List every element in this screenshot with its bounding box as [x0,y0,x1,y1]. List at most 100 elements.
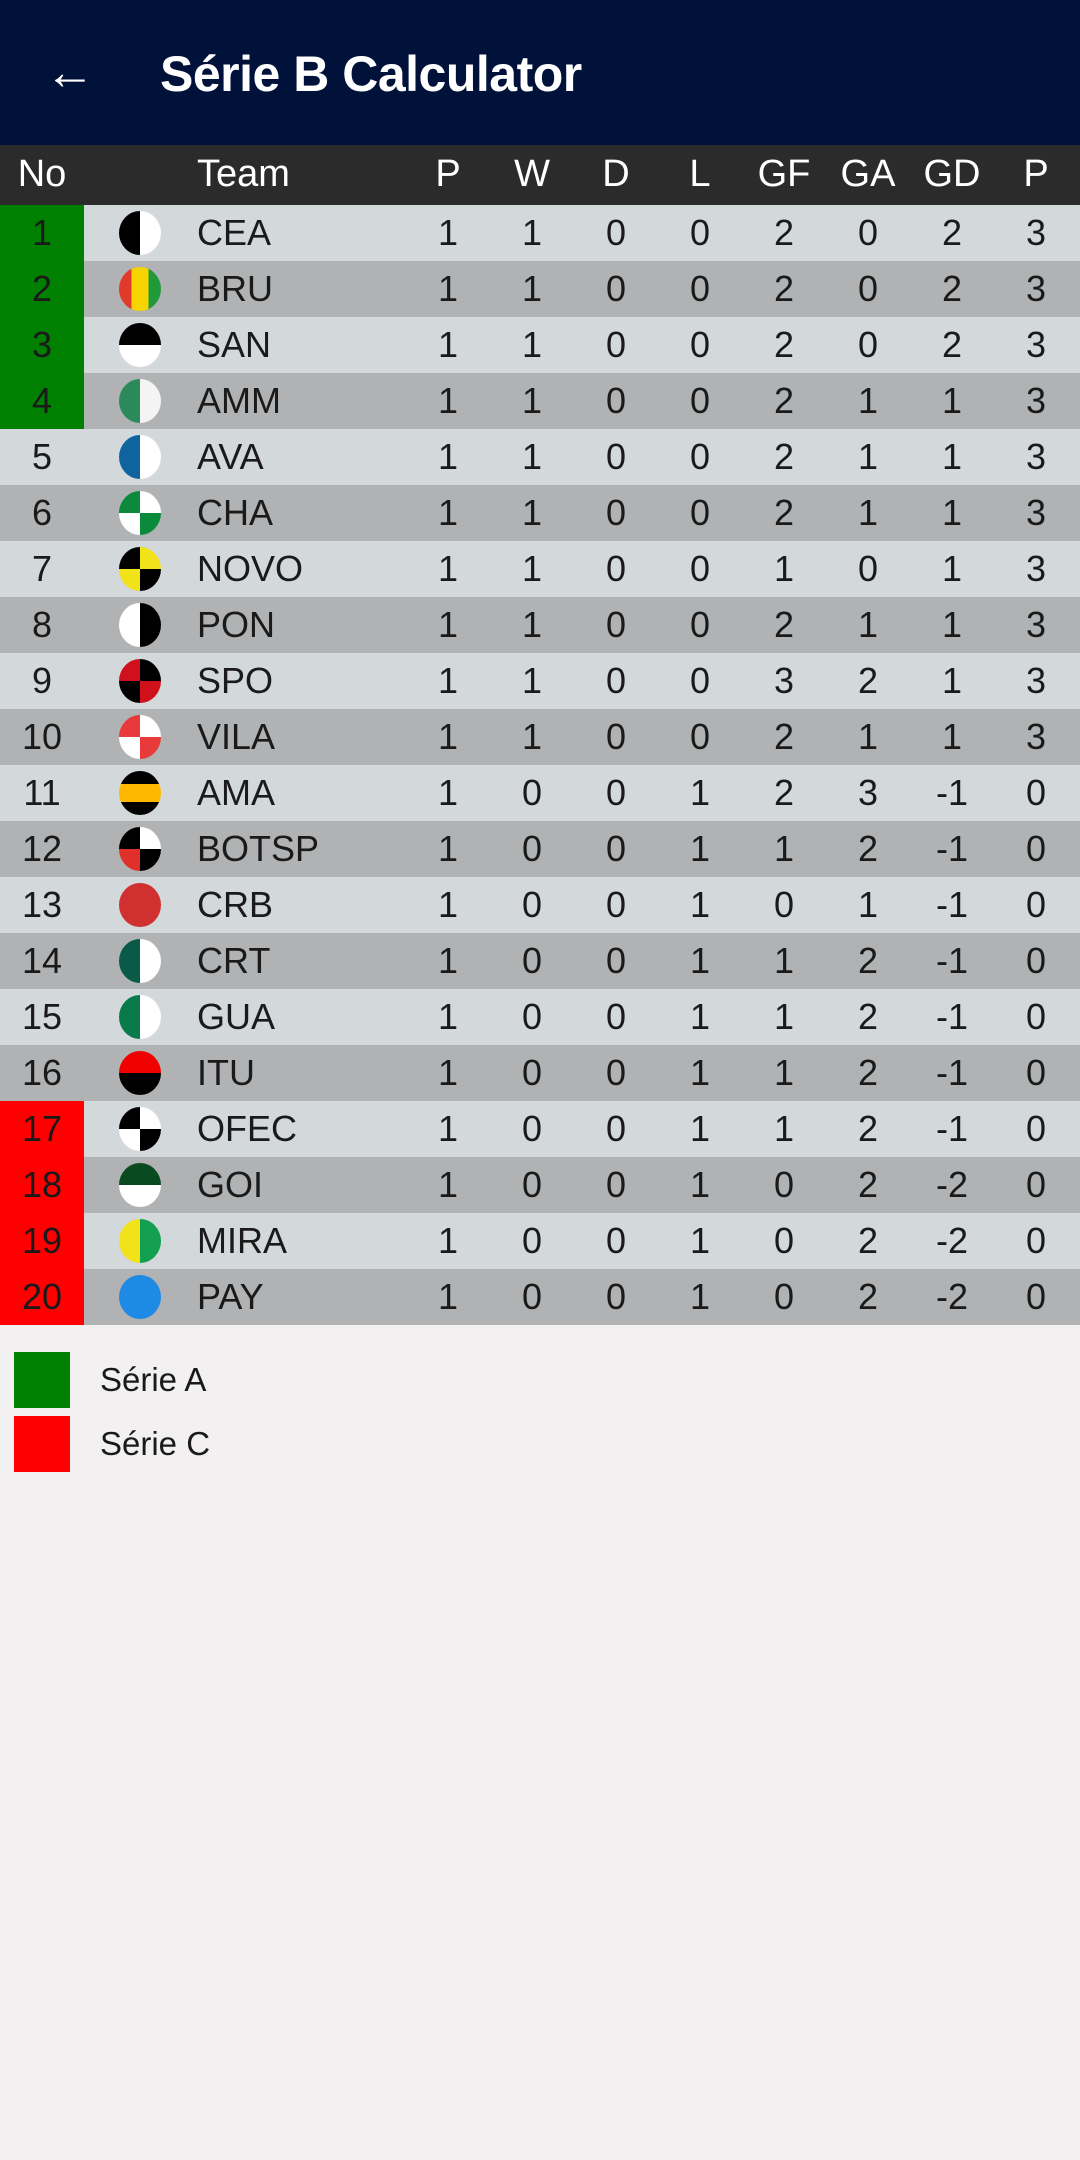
position-cell: 6 [31,492,53,534]
team-name: PAY [197,1276,264,1318]
stat-played: 1 [437,436,459,478]
table-row[interactable]: 17 OFEC 1 0 0 1 1 2 -1 0 [0,1101,1080,1157]
team-name: CHA [197,492,274,534]
table-row[interactable]: 19 MIRA 1 0 0 1 0 2 -2 0 [0,1213,1080,1269]
stat-goals-against: 2 [857,996,879,1038]
stat-points: 3 [1025,380,1047,422]
stat-lost: 1 [689,772,711,814]
table-row[interactable]: 10 VILA 1 1 0 0 2 1 1 3 [0,709,1080,765]
stat-won: 1 [521,212,543,254]
team-crest-icon [119,603,161,647]
position-cell: 18 [0,1157,84,1213]
stat-goals-against: 3 [857,772,879,814]
stat-points: 3 [1025,324,1047,366]
stat-won: 0 [521,1220,543,1262]
team-crest-icon [119,323,161,367]
stat-goal-difference: 1 [941,548,963,590]
table-row[interactable]: 16 ITU 1 0 0 1 1 2 -1 0 [0,1045,1080,1101]
table-row[interactable]: 20 PAY 1 0 0 1 0 2 -2 0 [0,1269,1080,1325]
stat-points: 3 [1025,660,1047,702]
stat-goals-against: 2 [857,660,879,702]
stat-played: 1 [437,1276,459,1318]
team-name: PON [197,604,276,646]
stat-won: 1 [521,548,543,590]
arrow-left-icon[interactable]: ← [45,44,95,100]
stat-goals-for: 2 [773,436,795,478]
stat-points: 0 [1025,1108,1047,1150]
table-row[interactable]: 14 CRT 1 0 0 1 1 2 -1 0 [0,933,1080,989]
table-row[interactable]: 4 AMM 1 1 0 0 2 1 1 3 [0,373,1080,429]
stat-lost: 1 [689,996,711,1038]
table-row[interactable]: 8 PON 1 1 0 0 2 1 1 3 [0,597,1080,653]
stat-goals-for: 0 [773,1276,795,1318]
stat-points: 0 [1025,884,1047,926]
stat-goals-against: 0 [857,324,879,366]
table-row[interactable]: 1 CEA 1 1 0 0 2 0 2 3 [0,205,1080,261]
stat-played: 1 [437,1220,459,1262]
stat-points: 0 [1025,772,1047,814]
stat-goals-for: 1 [773,828,795,870]
header-no: No [17,153,67,196]
table-row[interactable]: 9 SPO 1 1 0 0 3 2 1 3 [0,653,1080,709]
team-name: GUA [197,996,276,1038]
header-goals-for: GF [757,153,811,196]
stat-points: 0 [1025,828,1047,870]
stat-goals-for: 2 [773,716,795,758]
stat-won: 0 [521,940,543,982]
stat-goals-for: 1 [773,940,795,982]
team-crest-icon [119,771,161,815]
stat-won: 1 [521,436,543,478]
stat-goals-against: 1 [857,436,879,478]
stat-goals-against: 2 [857,940,879,982]
table-row[interactable]: 2 BRU 1 1 0 0 2 0 2 3 [0,261,1080,317]
stat-won: 0 [521,996,543,1038]
table-row[interactable]: 7 NOVO 1 1 0 0 1 0 1 3 [0,541,1080,597]
table-row[interactable]: 11 AMA 1 0 0 1 2 3 -1 0 [0,765,1080,821]
table-row[interactable]: 3 SAN 1 1 0 0 2 0 2 3 [0,317,1080,373]
team-crest-icon [119,491,161,535]
team-name: NOVO [197,548,304,590]
stat-points: 3 [1025,548,1047,590]
stat-won: 1 [521,268,543,310]
table-row[interactable]: 5 AVA 1 1 0 0 2 1 1 3 [0,429,1080,485]
stat-points: 0 [1025,940,1047,982]
stat-points: 3 [1025,492,1047,534]
team-crest-icon [119,1219,161,1263]
stat-goals-for: 3 [773,660,795,702]
stat-goal-difference: 1 [941,436,963,478]
team-name: MIRA [197,1220,287,1262]
stat-lost: 0 [689,660,711,702]
team-crest-icon [119,379,161,423]
stat-played: 1 [437,604,459,646]
stat-goal-difference: -2 [935,1276,968,1318]
team-name: BRU [197,268,274,310]
stat-goal-difference: -1 [935,884,968,926]
position-cell: 14 [21,940,63,982]
team-name: CRB [197,884,274,926]
table-row[interactable]: 15 GUA 1 0 0 1 1 2 -1 0 [0,989,1080,1045]
stat-points: 3 [1025,212,1047,254]
stat-won: 0 [521,772,543,814]
table-row[interactable]: 13 CRB 1 0 0 1 0 1 -1 0 [0,877,1080,933]
table-row[interactable]: 6 CHA 1 1 0 0 2 1 1 3 [0,485,1080,541]
stat-points: 0 [1025,996,1047,1038]
stat-drawn: 0 [605,828,627,870]
stat-drawn: 0 [605,548,627,590]
stat-goal-difference: 1 [941,492,963,534]
stat-won: 0 [521,828,543,870]
position-cell: 8 [31,604,53,646]
table-row[interactable]: 12 BOTSP 1 0 0 1 1 2 -1 0 [0,821,1080,877]
table-row[interactable]: 18 GOI 1 0 0 1 0 2 -2 0 [0,1157,1080,1213]
team-crest-icon [119,1163,161,1207]
stat-goals-for: 2 [773,324,795,366]
stat-goals-for: 0 [773,1220,795,1262]
stat-won: 1 [521,492,543,534]
stat-goals-against: 0 [857,268,879,310]
stat-drawn: 0 [605,1108,627,1150]
stat-goal-difference: -1 [935,1108,968,1150]
header-lost: L [689,153,711,196]
stat-drawn: 0 [605,940,627,982]
position-cell: 16 [21,1052,63,1094]
stat-lost: 0 [689,548,711,590]
team-crest-icon [119,827,161,871]
